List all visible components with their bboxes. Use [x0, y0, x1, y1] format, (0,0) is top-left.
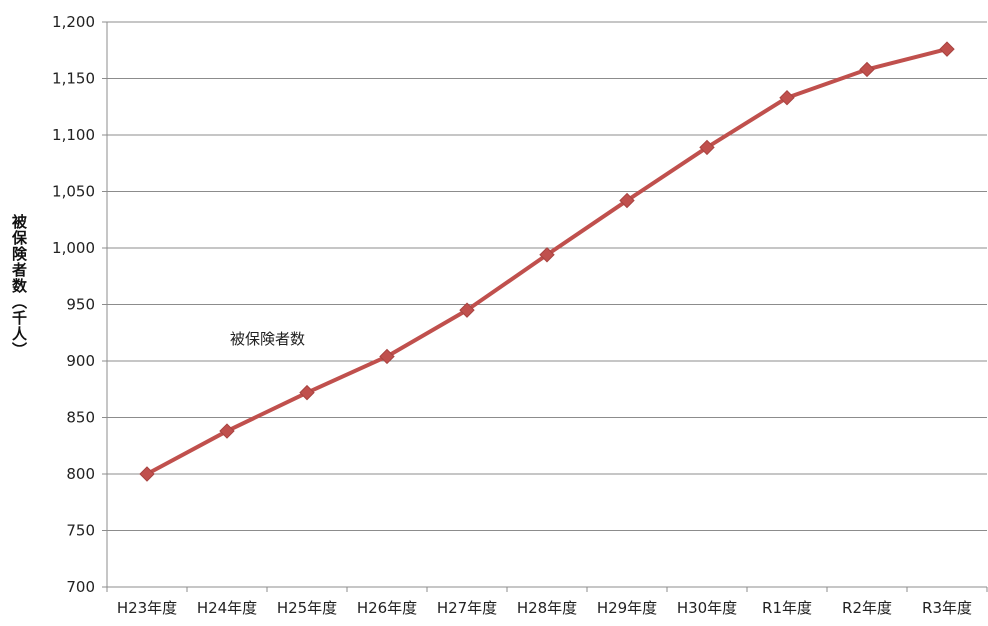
y-tick-label: 900	[66, 352, 95, 370]
axes	[102, 21, 988, 592]
x-tick-label: H24年度	[197, 599, 257, 617]
y-tick-label: 1,000	[52, 239, 95, 257]
data-point	[779, 90, 795, 106]
y-tick-label: 800	[66, 465, 95, 483]
x-tick-label: H29年度	[597, 599, 657, 617]
data-point	[619, 192, 635, 209]
grid-lines	[107, 21, 987, 531]
y-tick-label: 850	[66, 409, 95, 427]
y-tick-label: 1,050	[52, 183, 95, 201]
x-tick-label: H27年度	[437, 599, 497, 617]
data-point	[139, 466, 155, 482]
data-markers	[139, 41, 955, 482]
x-tick-labels: H23年度 H24年度 H25年度 H26年度 H27年度 H28年度 H29年度 H30年度…	[117, 599, 972, 617]
y-tick-labels: 700 750 800 850 900 950 1,000 1,050 1,100 1,150 1,…	[52, 13, 95, 596]
y-tick-label: 1,150	[52, 70, 95, 88]
y-tick-label: 700	[66, 578, 95, 596]
x-tick-label: H30年度	[677, 599, 737, 617]
x-tick-label: R1年度	[762, 599, 812, 617]
data-point	[299, 384, 315, 401]
data-point	[859, 61, 875, 78]
x-tick-label: H26年度	[357, 599, 417, 617]
x-tick-label: R2年度	[842, 599, 892, 617]
data-point	[539, 247, 555, 263]
y-axis-label: 被保険者数（千人）	[10, 214, 28, 358]
y-tick-label: 750	[66, 522, 95, 540]
data-point	[379, 348, 395, 365]
data-point	[219, 423, 235, 439]
y-tick-label: 1,100	[52, 126, 95, 144]
data-point	[939, 41, 955, 57]
y-tick-label: 1,200	[52, 13, 95, 31]
x-tick-label: H25年度	[277, 599, 337, 617]
data-point	[699, 139, 715, 156]
y-tick-label: 950	[66, 296, 95, 314]
x-tick-label: R3年度	[922, 599, 972, 617]
series-name-label: 被保険者数	[230, 330, 305, 348]
x-tick-label: H28年度	[517, 599, 577, 617]
data-point	[459, 302, 475, 318]
x-tick-label: H23年度	[117, 599, 177, 617]
